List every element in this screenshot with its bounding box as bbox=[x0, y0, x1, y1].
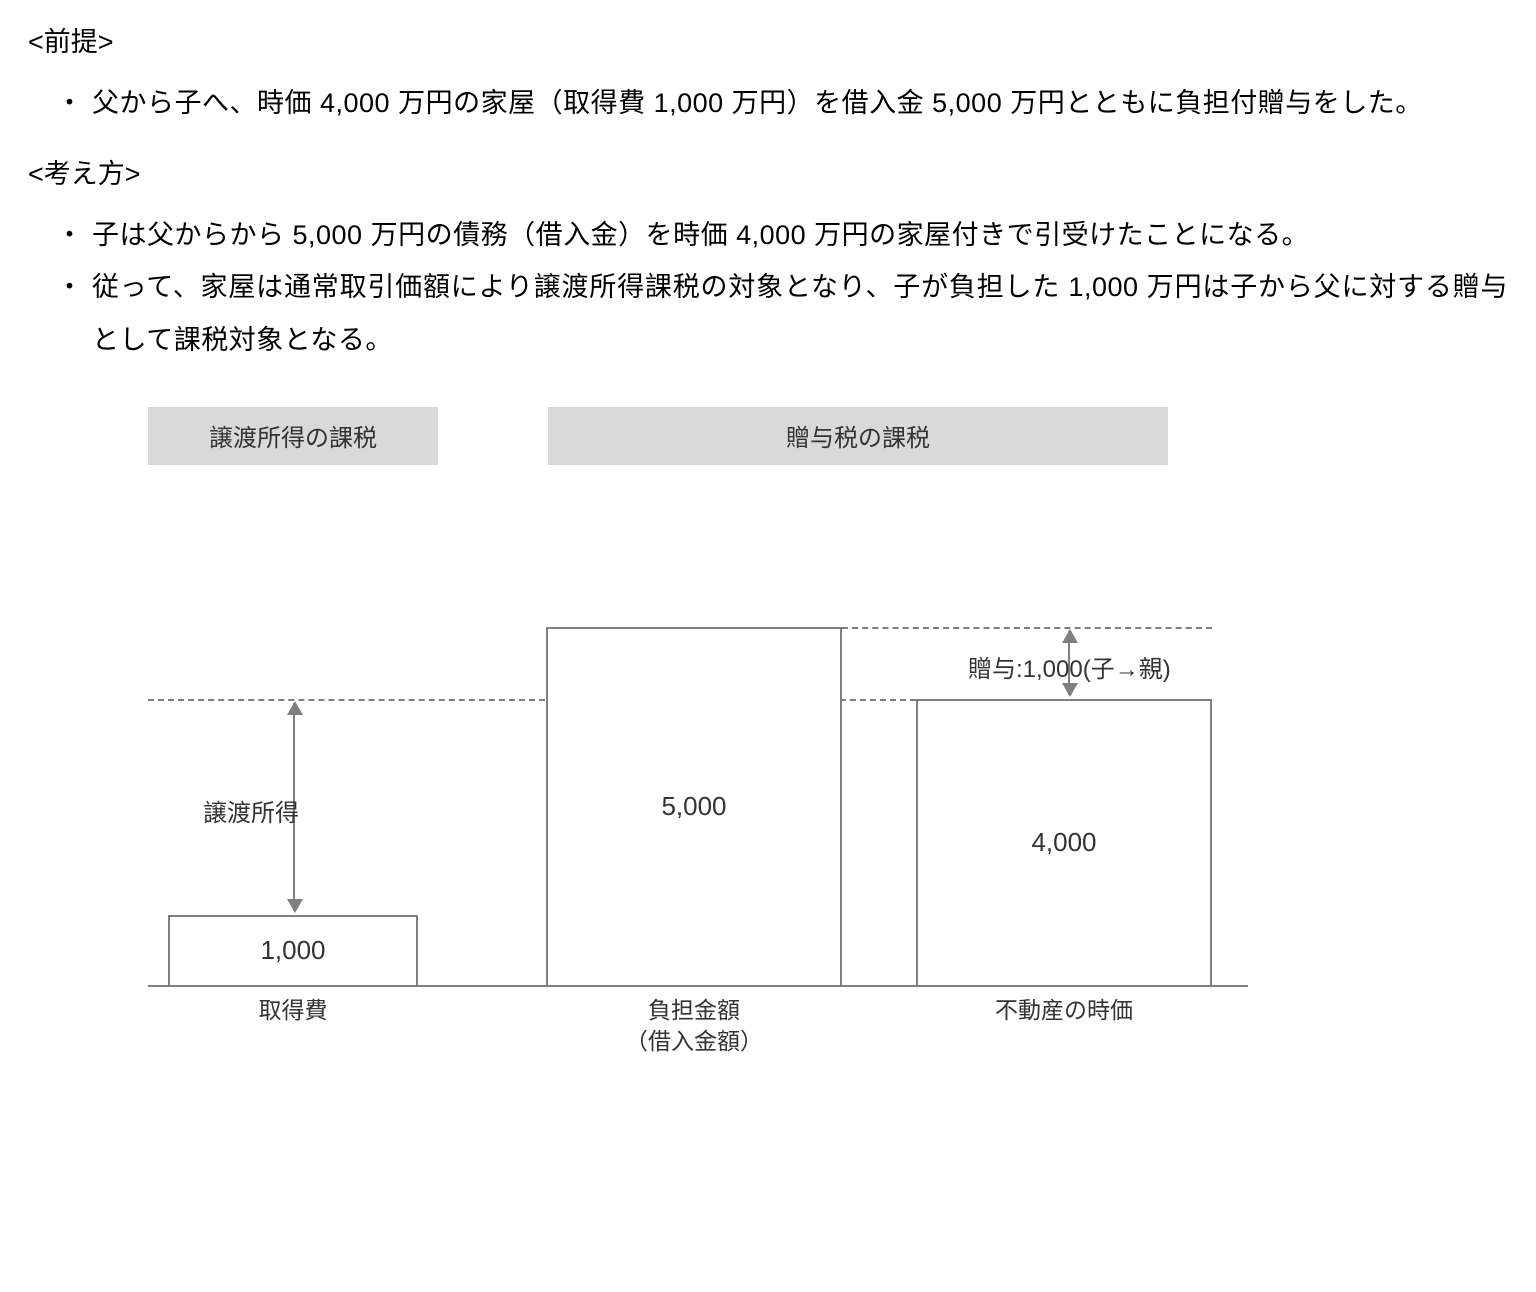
bullet-item: 従って、家屋は通常取引価額により譲渡所得課税の対象となり、子が負担した 1,00… bbox=[66, 261, 1508, 366]
premise-list: 父から子へ、時価 4,000 万円の家屋（取得費 1,000 万円）を借入金 5… bbox=[28, 77, 1508, 130]
bar-acquisition-cost: 1,000 bbox=[168, 915, 418, 987]
bar-burden-amount: 5,000 bbox=[546, 627, 842, 987]
thinking-heading: <考え方> bbox=[28, 152, 1508, 191]
xlabel-burden-l1: 負担金額 bbox=[648, 997, 740, 1023]
bar-burden-value: 5,000 bbox=[661, 791, 726, 822]
xlabel-burden-l2: （借入金額） bbox=[625, 1028, 763, 1054]
xlabel-cost: 取得費 bbox=[168, 995, 418, 1026]
xlabel-market: 不動産の時価 bbox=[916, 995, 1212, 1026]
tax-header-transfer: 譲渡所得の課税 bbox=[148, 407, 438, 465]
bar-market-value: 4,000 bbox=[916, 699, 1212, 987]
bullet-item: 父から子へ、時価 4,000 万円の家屋（取得費 1,000 万円）を借入金 5… bbox=[66, 77, 1508, 130]
tax-header-transfer-label: 譲渡所得の課税 bbox=[209, 418, 377, 453]
label-transfer-income: 譲渡所得 bbox=[203, 793, 299, 828]
x-axis bbox=[148, 985, 1248, 987]
tax-header-gift: 贈与税の課税 bbox=[548, 407, 1168, 465]
bar-cost-value: 1,000 bbox=[260, 935, 325, 966]
dashed-line-5000 bbox=[842, 627, 1212, 629]
tax-header-gift-label: 贈与税の課税 bbox=[786, 418, 930, 453]
xlabel-burden: 負担金額 （借入金額） bbox=[546, 995, 842, 1057]
premise-heading: <前提> bbox=[28, 20, 1508, 59]
label-gift: 贈与:1,000(子→親) bbox=[968, 649, 1171, 684]
bullet-item: 子は父からから 5,000 万円の債務（借入金）を時価 4,000 万円の家屋付… bbox=[66, 209, 1508, 262]
thinking-list: 子は父からから 5,000 万円の債務（借入金）を時価 4,000 万円の家屋付… bbox=[28, 209, 1508, 367]
bar-market-value-text: 4,000 bbox=[1031, 827, 1096, 858]
tax-chart: 譲渡所得の課税 贈与税の課税 1,000 5,000 4,000 譲渡所得 贈与… bbox=[148, 407, 1248, 1077]
chart-plot-area: 1,000 5,000 4,000 譲渡所得 贈与:1,000(子→親) bbox=[148, 507, 1248, 987]
